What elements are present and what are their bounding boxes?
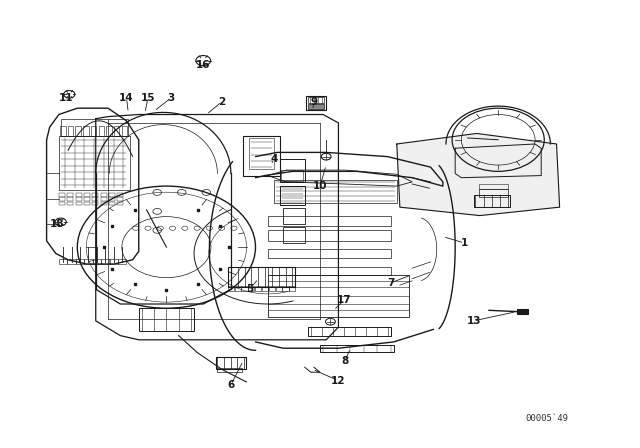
Bar [106, 126, 112, 136]
Bar [479, 185, 508, 190]
Text: 18: 18 [50, 219, 64, 229]
Text: 7: 7 [387, 278, 394, 288]
Bar [308, 327, 390, 336]
Bar [228, 286, 234, 291]
Text: 15: 15 [141, 93, 156, 103]
Bar [235, 286, 241, 291]
Bar [289, 286, 296, 291]
Bar [92, 198, 99, 201]
Bar [109, 202, 115, 205]
Bar [67, 259, 76, 264]
Bar [248, 286, 255, 291]
Text: 00005`49: 00005`49 [526, 414, 569, 423]
Bar [268, 215, 390, 226]
Text: 8: 8 [341, 356, 348, 366]
Bar [139, 308, 194, 332]
Text: 14: 14 [119, 93, 134, 103]
Bar [280, 159, 305, 182]
Text: 5: 5 [246, 284, 253, 294]
Bar [84, 202, 90, 205]
Bar [84, 259, 93, 264]
Bar [109, 259, 118, 264]
Bar [99, 126, 104, 136]
Bar [109, 193, 115, 197]
Text: 17: 17 [337, 295, 352, 305]
Bar [268, 249, 390, 258]
Bar [282, 170, 303, 181]
Text: 11: 11 [59, 93, 74, 103]
Bar [109, 198, 115, 201]
Bar [268, 230, 390, 241]
Bar [320, 345, 394, 353]
Bar [274, 180, 397, 203]
Bar [84, 198, 90, 201]
Bar [255, 286, 261, 291]
Bar [283, 227, 305, 243]
Text: 16: 16 [196, 60, 211, 70]
Bar [92, 202, 99, 205]
Bar [516, 310, 527, 314]
Text: 4: 4 [270, 154, 278, 164]
Bar [59, 198, 65, 201]
Bar [479, 189, 508, 197]
Bar [59, 202, 65, 205]
Bar [276, 286, 282, 291]
Text: 9: 9 [310, 97, 317, 107]
Text: 1: 1 [461, 238, 468, 248]
Bar [307, 95, 326, 110]
Bar [243, 136, 280, 176]
Bar [280, 186, 305, 205]
Bar [67, 198, 74, 201]
Bar [474, 194, 511, 207]
Bar [122, 126, 127, 136]
Text: 13: 13 [467, 316, 481, 326]
Bar [92, 193, 99, 197]
Bar [269, 286, 275, 291]
Bar [117, 193, 124, 197]
Bar [117, 198, 124, 201]
Bar [100, 202, 107, 205]
Bar [101, 259, 109, 264]
Bar [59, 259, 67, 264]
Bar [262, 286, 268, 291]
Bar [76, 126, 81, 136]
Bar [76, 202, 82, 205]
Bar [308, 97, 324, 103]
Bar [283, 208, 305, 224]
Bar [76, 198, 82, 201]
Bar [91, 126, 97, 136]
Bar [118, 259, 127, 264]
Polygon shape [397, 134, 559, 215]
Text: 2: 2 [218, 97, 225, 107]
Bar [308, 104, 324, 109]
Bar [84, 193, 90, 197]
Bar [100, 198, 107, 201]
Bar [76, 259, 84, 264]
Bar [228, 267, 296, 287]
Bar [83, 126, 89, 136]
Text: 3: 3 [168, 93, 175, 103]
Bar [93, 259, 101, 264]
Bar [268, 267, 390, 275]
Bar [61, 119, 128, 136]
Bar [117, 202, 124, 205]
Text: 12: 12 [331, 376, 346, 386]
Bar [241, 286, 248, 291]
Bar [60, 126, 66, 136]
Bar [67, 202, 74, 205]
Text: 6: 6 [227, 380, 234, 390]
Bar [76, 193, 82, 197]
Bar [250, 138, 274, 169]
Text: 10: 10 [313, 181, 327, 191]
Bar [114, 126, 120, 136]
Bar [68, 126, 74, 136]
Bar [282, 286, 289, 291]
Bar [59, 136, 129, 190]
Bar [59, 193, 65, 197]
Bar [216, 358, 246, 369]
Bar [268, 275, 409, 317]
Bar [218, 368, 242, 372]
Bar [100, 193, 107, 197]
Bar [67, 193, 74, 197]
